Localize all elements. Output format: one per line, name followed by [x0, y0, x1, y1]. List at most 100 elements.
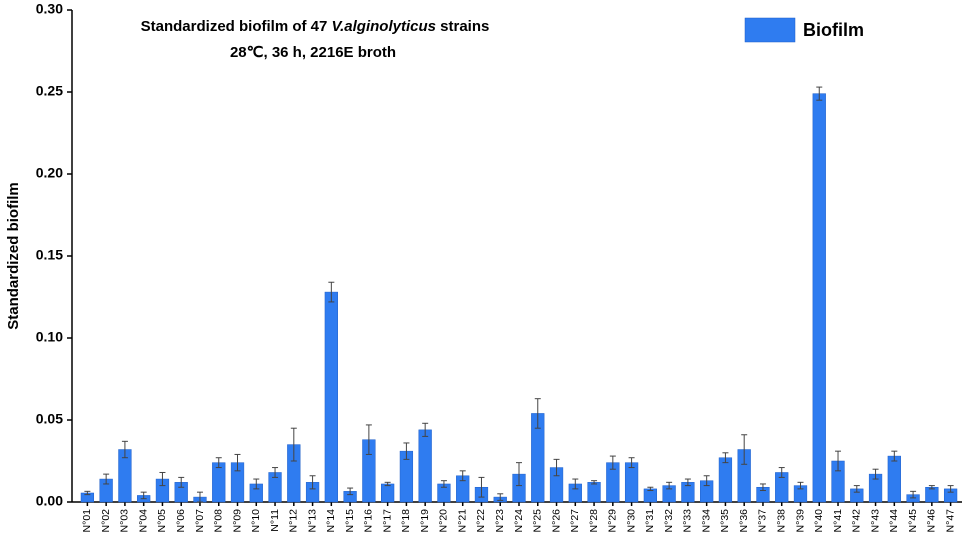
error-bar [290, 427, 297, 462]
error-bar [703, 475, 710, 487]
error-bar [234, 453, 241, 472]
error-bar [835, 450, 842, 472]
error-bar [84, 490, 91, 496]
x-tick-label: N°41 [832, 509, 844, 533]
error-bar [403, 442, 410, 460]
x-tick-label: N°38 [776, 509, 788, 533]
x-tick-label: N°26 [550, 509, 562, 533]
error-bar [778, 467, 785, 478]
x-tick-label: N°04 [137, 509, 149, 533]
bar [324, 291, 338, 503]
chart-title: Standardized biofilm of 47 V.alginolytic… [141, 18, 490, 35]
x-tick-label: N°02 [100, 509, 112, 533]
x-tick-label: N°01 [81, 509, 93, 533]
error-bar [196, 491, 203, 503]
x-tick-label: N°47 [944, 509, 956, 533]
error-bar [459, 470, 466, 482]
x-tick-label: N°32 [663, 509, 675, 533]
error-bar [534, 398, 541, 429]
error-bar [928, 485, 935, 490]
error-bar [628, 457, 635, 469]
x-tick-label: N°11 [269, 509, 281, 532]
x-tick-label: N°39 [794, 509, 806, 533]
x-tick-label: N°46 [926, 509, 938, 533]
chart-subtitle: 28℃, 36 h, 2216E broth [230, 44, 396, 61]
title-text: Standardized biofilm of 47 [141, 18, 332, 35]
legend-label: Biofilm [803, 20, 864, 40]
error-bar [121, 440, 128, 459]
x-tick-label: N°35 [719, 509, 731, 533]
error-bar [178, 476, 185, 488]
bar [718, 457, 733, 503]
error-bar [816, 86, 823, 101]
x-tick-label: N°31 [644, 509, 656, 533]
x-tick-label: N°16 [363, 509, 375, 533]
x-tick-label: N°44 [888, 509, 900, 533]
x-tick-label: N°08 [213, 509, 225, 533]
error-bar [684, 478, 691, 487]
title-text: strains [436, 18, 489, 35]
error-bar [365, 424, 372, 455]
x-tick-label: N°25 [532, 509, 544, 533]
x-tick-label: N°43 [869, 509, 881, 533]
x-tick-label: N°30 [625, 509, 637, 533]
error-bar [609, 455, 616, 470]
x-tick-label: N°10 [250, 509, 262, 533]
x-tick-label: N°21 [456, 509, 468, 533]
x-tick-label: N°37 [757, 509, 769, 533]
error-bar [478, 476, 485, 498]
legend-swatch [744, 17, 796, 43]
error-bar [891, 450, 898, 462]
error-bar [497, 493, 504, 501]
error-bar [666, 481, 673, 490]
error-bar [272, 467, 279, 478]
x-tick-label: N°28 [588, 509, 600, 533]
bar [381, 483, 395, 503]
bar [587, 482, 601, 503]
bar [887, 455, 901, 503]
title-text: V.alginolyticus [332, 18, 436, 35]
error-bar [591, 480, 598, 485]
error-bar [722, 452, 729, 464]
x-tick-label: N°33 [682, 509, 694, 533]
x-tick-label: N°05 [156, 509, 168, 533]
y-tick-label: 0.00 [36, 493, 63, 509]
error-bar [516, 462, 522, 487]
error-bar [159, 471, 166, 487]
error-bar [309, 475, 316, 490]
x-tick-label: N°40 [813, 509, 825, 533]
x-tick-label: N°24 [513, 509, 525, 533]
error-bar [647, 486, 654, 492]
error-bar [253, 478, 260, 490]
error-bar [572, 478, 579, 490]
x-tick-label: N°15 [344, 509, 356, 533]
error-bar [741, 434, 748, 465]
error-bar [103, 473, 110, 485]
y-axis-label: Standardized biofilm [5, 182, 22, 330]
x-tick-label: N°14 [325, 509, 337, 533]
x-tick-label: N°07 [194, 509, 206, 533]
error-bar [215, 457, 222, 469]
x-tick-label: N°42 [851, 509, 863, 533]
error-bar [553, 458, 560, 477]
error-bar [910, 490, 917, 499]
x-tick-label: N°34 [700, 509, 712, 533]
error-bar [384, 481, 391, 487]
x-tick-label: N°06 [175, 509, 187, 533]
error-bar [797, 481, 804, 490]
x-tick-label: N°20 [438, 509, 450, 533]
x-tick-label: N°36 [738, 509, 750, 533]
x-tick-label: N°27 [569, 509, 581, 533]
error-bar [328, 281, 335, 303]
x-tick-label: N°22 [475, 509, 487, 533]
error-bar [759, 483, 766, 492]
x-tick-label: N°18 [400, 509, 412, 533]
x-tick-label: N°19 [419, 509, 431, 533]
error-bar [872, 468, 879, 480]
x-tick-label: N°23 [494, 509, 506, 533]
error-bar [140, 491, 147, 500]
x-tick-label: N°13 [306, 509, 318, 533]
bar [212, 462, 226, 503]
x-tick-label: N°03 [119, 509, 131, 533]
